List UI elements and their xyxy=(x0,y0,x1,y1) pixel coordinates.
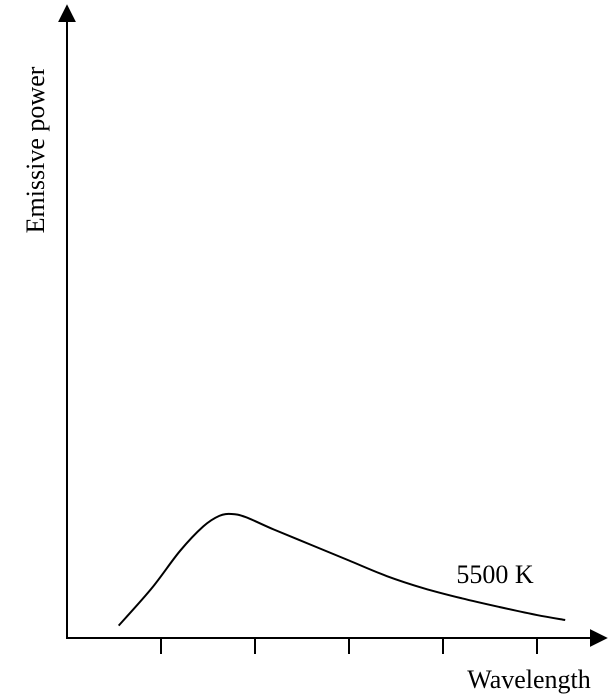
curve-annotation: 5500 K xyxy=(456,560,534,589)
series-line-5500k xyxy=(117,512,566,627)
x-axis-label: Wavelength xyxy=(467,665,591,694)
y-axis-label: Emissive power xyxy=(21,66,50,233)
x-axis-ticks xyxy=(160,638,538,654)
